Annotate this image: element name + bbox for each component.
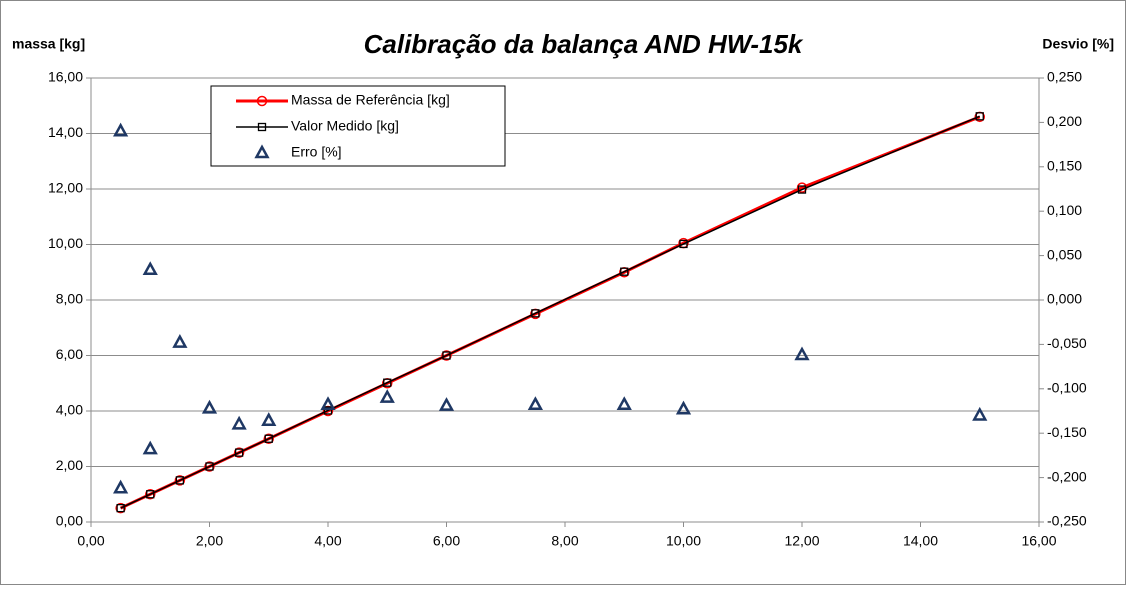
- y-tick-label: 0,00: [56, 513, 83, 529]
- marker: [531, 309, 540, 318]
- y-tick-label: 14,00: [48, 124, 83, 140]
- marker: [175, 476, 185, 485]
- marker: [379, 389, 395, 403]
- legend-label: Massa de Referência [kg]: [291, 92, 450, 108]
- x-tick-label: 14,00: [903, 533, 938, 549]
- marker: [172, 334, 188, 348]
- marker: [264, 434, 273, 443]
- marker: [142, 440, 158, 455]
- y2-tick-label: -0,200: [1047, 468, 1087, 484]
- marker: [113, 122, 129, 137]
- marker: [233, 447, 245, 458]
- marker: [146, 490, 155, 499]
- marker: [616, 396, 632, 411]
- y-tick-label: 10,00: [48, 235, 83, 251]
- marker: [254, 144, 270, 159]
- marker: [975, 112, 984, 121]
- y-tick-label: 4,00: [56, 402, 83, 418]
- y-tick-label: 8,00: [56, 291, 83, 307]
- y-axis-label: massa [kg]: [12, 36, 85, 52]
- x-tick-label: 10,00: [666, 533, 701, 549]
- marker: [174, 475, 186, 486]
- marker: [204, 461, 215, 472]
- marker: [438, 397, 455, 411]
- chart-title: Calibração da balança AND HW-15k: [364, 29, 804, 59]
- y2-tick-label: 0,050: [1047, 246, 1082, 262]
- y-tick-label: 6,00: [56, 346, 83, 362]
- marker: [231, 415, 247, 430]
- marker: [383, 378, 392, 387]
- marker: [972, 406, 988, 421]
- y2-tick-label: 0,200: [1047, 113, 1082, 129]
- marker: [256, 95, 268, 107]
- y2-tick-label: 0,150: [1047, 158, 1082, 174]
- marker: [441, 350, 452, 361]
- y-tick-label: 2,00: [56, 457, 83, 473]
- x-tick-label: 6,00: [433, 533, 460, 549]
- marker: [794, 346, 810, 361]
- marker: [320, 396, 336, 411]
- marker: [527, 396, 543, 411]
- marker: [201, 399, 218, 414]
- marker: [145, 489, 156, 500]
- y-tick-label: 12,00: [48, 180, 83, 196]
- y-tick-label: 16,00: [48, 69, 83, 85]
- x-tick-label: 4,00: [314, 533, 341, 549]
- x-tick-label: 16,00: [1021, 533, 1056, 549]
- marker: [261, 412, 277, 427]
- marker: [257, 122, 267, 132]
- marker: [115, 502, 126, 514]
- legend-label: Valor Medido [kg]: [291, 118, 399, 134]
- marker: [442, 351, 451, 360]
- marker: [116, 503, 125, 513]
- y2-axis-label: Desvio [%]: [1042, 36, 1114, 52]
- marker: [205, 462, 214, 471]
- y2-tick-label: 0,000: [1047, 291, 1082, 307]
- y2-tick-label: -0,050: [1047, 335, 1087, 351]
- x-tick-label: 0,00: [77, 533, 104, 549]
- marker: [263, 433, 274, 444]
- marker: [797, 185, 807, 194]
- y2-tick-label: 0,100: [1047, 202, 1082, 218]
- marker: [679, 239, 688, 249]
- marker: [113, 479, 129, 494]
- series-line: [120, 115, 981, 509]
- y2-tick-label: -0,150: [1047, 424, 1087, 440]
- marker: [234, 448, 244, 457]
- legend: Massa de Referência [kg] Valor Medido [kg…: [210, 85, 506, 167]
- x-tick-label: 2,00: [196, 533, 223, 549]
- marker: [323, 406, 333, 415]
- legend-label: Erro [%]: [291, 144, 342, 160]
- y2-tick-label: -0,100: [1047, 380, 1087, 396]
- y2-tick-label: -0,250: [1047, 513, 1087, 529]
- y2-tick-label: 0,250: [1047, 69, 1082, 85]
- x-tick-label: 12,00: [784, 533, 819, 549]
- marker: [142, 261, 158, 276]
- marker: [675, 400, 692, 415]
- marker: [620, 267, 629, 276]
- x-tick-label: 8,00: [551, 533, 578, 549]
